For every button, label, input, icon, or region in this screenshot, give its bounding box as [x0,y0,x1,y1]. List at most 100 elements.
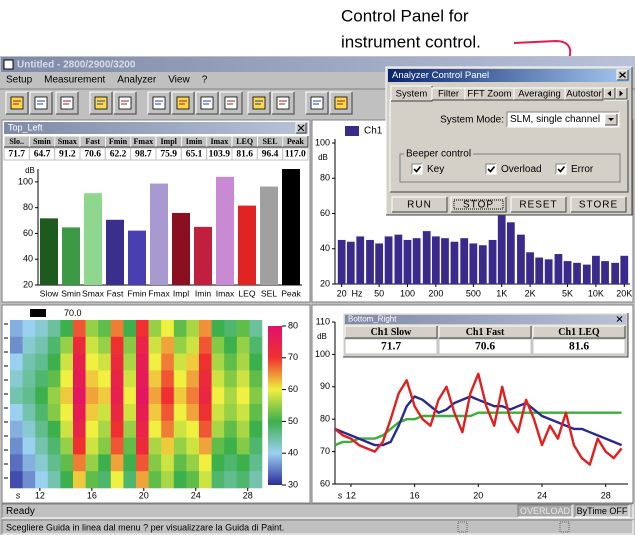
heatmap-cell [249,404,263,422]
heatmap-cell [224,437,238,455]
heatmap-cell [110,471,124,489]
button-label[interactable]: STORE [579,200,618,211]
checkbox [412,164,422,174]
readout-cell [344,338,438,355]
bar [150,183,168,285]
heatmap-cell [148,370,162,388]
bar [366,239,374,284]
heatmap-cell [98,454,112,472]
tab-label[interactable]: FFT Zoom [467,89,511,100]
heatmap-cell [199,454,212,472]
menu-item[interactable]: Analyzer [117,75,157,86]
heatmap-cell [186,336,200,354]
button-edge [571,197,627,213]
heatmap-cell [136,320,149,338]
tab-edge [390,85,432,101]
tab-label[interactable]: Averaging [518,89,561,100]
toolbar-button-edge [55,91,78,114]
heatmap-cell [98,370,112,388]
toolbar-button-edge [56,92,79,115]
readout-value: 81.6 [569,341,589,353]
tab-label[interactable]: Autostor [566,89,601,100]
heatmap-cell [211,454,225,472]
heatmap-cell [224,471,238,489]
status-indicator-edge [575,505,630,518]
close-x [616,316,623,322]
dialog-edge [386,67,633,216]
table-header: Imin [186,137,203,146]
tab-label[interactable]: System [396,89,428,100]
tab-label[interactable]: Filter [438,89,459,100]
y-tick-label: 80 [23,202,33,212]
heatmap-cell [211,370,225,388]
heatmap-cell [60,471,74,489]
table-header-cell [282,136,308,147]
x-tick-label: Peak [281,288,301,298]
tab-edge [565,88,604,101]
checkbox-edge [411,163,422,174]
bar [554,254,563,284]
heatmap-cell [85,404,99,422]
heatmap-cell [110,404,124,422]
y-tick-label: 100 [18,176,33,186]
table-header-cell [4,136,30,147]
x-tick-label: 200 [428,288,443,298]
bar [412,238,421,284]
heatmap-cell [35,454,49,472]
heatmap-cell [110,370,124,388]
heatmap-cell [73,454,86,472]
heatmap-cell [73,437,86,455]
table-value: 117.0 [285,150,306,160]
tab-edge [464,87,514,100]
heatmap-cell [161,454,175,472]
y-axis-label: dB [317,332,327,341]
bar [356,236,365,284]
readout-header-cell-edge [438,325,531,338]
heatmap-cell [173,437,187,455]
table-header-cell [257,136,283,147]
bars [40,169,300,285]
heatmap-cell [22,336,36,354]
heatmap-cell [236,404,250,422]
menu-item[interactable]: Setup [6,75,33,86]
heatmap-cell [22,353,36,371]
button-label[interactable]: RESET [519,200,557,211]
toolbar-button-edge [113,91,136,114]
button-label[interactable]: STOP [463,200,494,211]
readout-header-cell [345,326,437,338]
legend-swatch [345,126,359,136]
readout-window-edge [342,312,628,357]
table-value: 75.9 [160,150,177,160]
status-bar [2,504,633,518]
heatmap-cell [123,336,137,354]
menu-item[interactable]: View [168,75,190,86]
checkbox-label[interactable]: Error [571,164,594,175]
heatmap-cell [47,404,61,422]
heatmap-cell [186,387,200,405]
button-label[interactable]: RUN [407,200,432,211]
x-unit: Hz [352,288,363,298]
panel-title-bar [4,122,308,134]
annotation-line: instrument control. [341,32,481,51]
status-bar-edge [1,503,633,518]
toolbar-button-edge [114,92,137,115]
bar [62,227,80,285]
x-tick-label: 20 [139,490,149,500]
x-tick-label: LEQ [238,288,256,298]
heatmap-cell [186,320,200,338]
y-tick-label: 60 [320,478,330,488]
bar [106,219,124,285]
toolbar-button-edge [172,92,195,115]
tab [391,86,432,101]
select-value[interactable]: SLM, single channel [510,114,600,125]
toolbar-button-edge [90,92,113,115]
menu-item[interactable]: Measurement [44,75,105,86]
line-series [335,411,622,447]
table-header-cell [105,136,131,147]
close-button-edge [616,69,628,80]
status-indicator-edge [518,505,573,518]
checkbox-label[interactable]: Overload [501,164,542,175]
checkbox-label[interactable]: Key [427,164,444,175]
menu-item[interactable]: ? [202,75,208,86]
